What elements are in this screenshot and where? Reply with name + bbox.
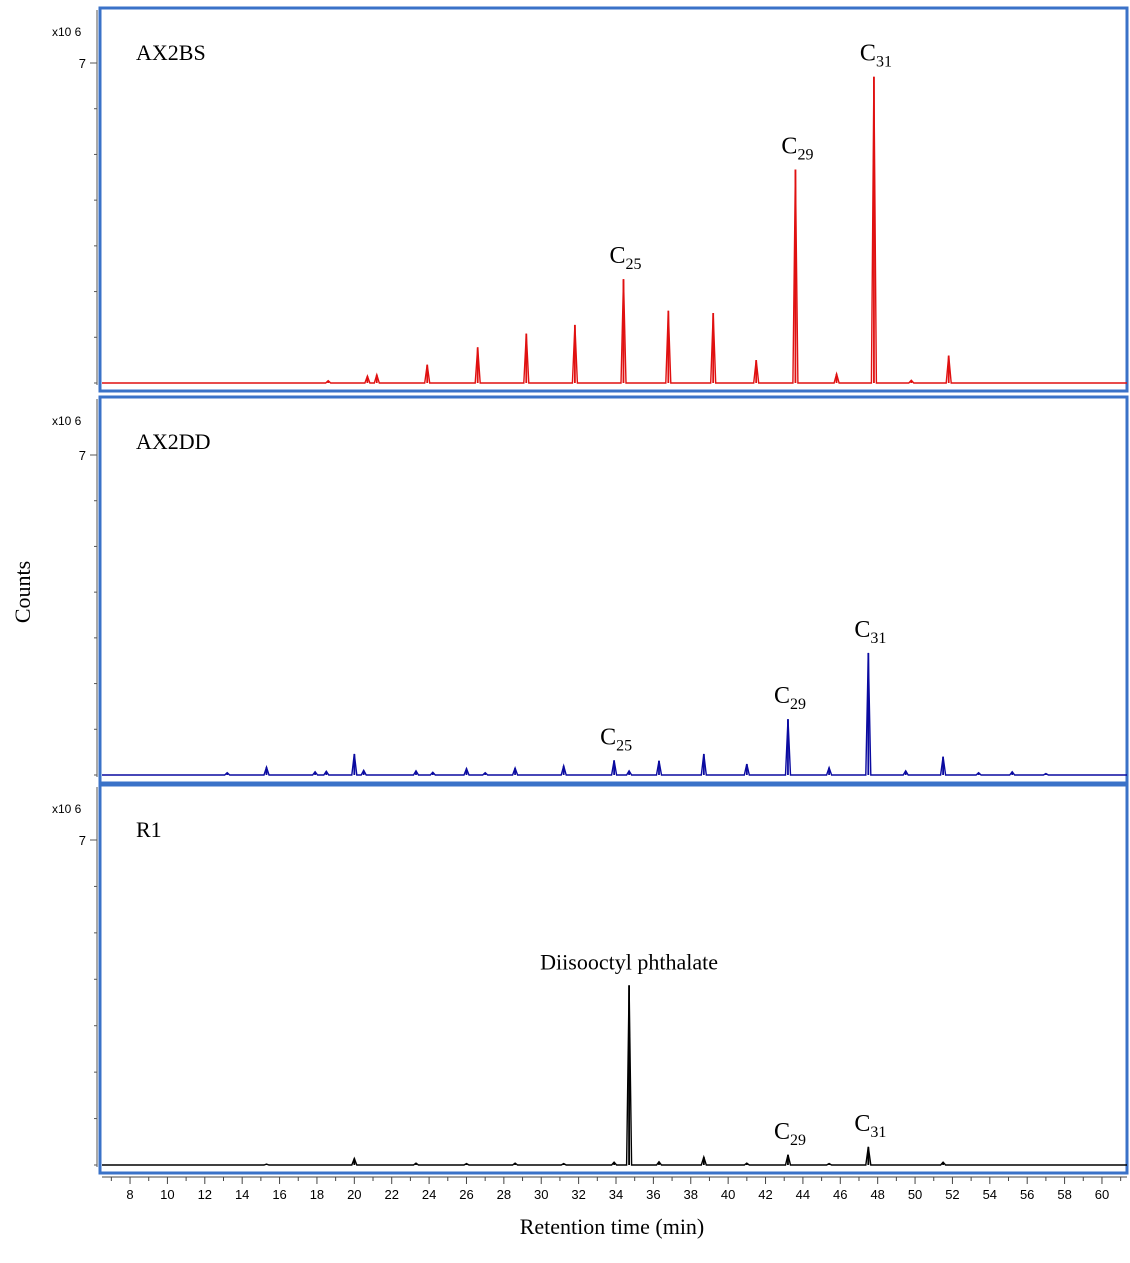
x-tick-label: 48 bbox=[870, 1187, 884, 1202]
x-tick-label: 32 bbox=[571, 1187, 585, 1202]
panel-r1: 7 x10 6 R1 Diisooctyl phthalate C29 C31 bbox=[52, 783, 1129, 1175]
x-tick-label: 28 bbox=[497, 1187, 511, 1202]
peak-annotation: C29 bbox=[781, 134, 813, 164]
x-tick-label: 24 bbox=[422, 1187, 436, 1202]
panel-title: AX2DD bbox=[136, 429, 211, 454]
y-tick-label: 7 bbox=[79, 56, 86, 71]
y-scale-label: x10 6 bbox=[52, 25, 82, 39]
y-tick-label: 7 bbox=[79, 448, 86, 463]
x-tick-label: 38 bbox=[684, 1187, 698, 1202]
x-tick-label: 54 bbox=[983, 1187, 997, 1202]
x-tick-label: 52 bbox=[945, 1187, 959, 1202]
x-tick-label: 56 bbox=[1020, 1187, 1034, 1202]
panel-title: R1 bbox=[136, 817, 162, 842]
peak-annotation: C31 bbox=[854, 1111, 886, 1141]
x-tick-label: 26 bbox=[459, 1187, 473, 1202]
y-scale-label: x10 6 bbox=[52, 414, 82, 428]
x-tick-label: 12 bbox=[198, 1187, 212, 1202]
y-tick-label: 7 bbox=[79, 833, 86, 848]
x-tick-label: 50 bbox=[908, 1187, 922, 1202]
peak-annotation: C25 bbox=[609, 243, 641, 273]
x-tick-label: 18 bbox=[310, 1187, 324, 1202]
panel-frame bbox=[98, 395, 1129, 785]
x-tick-label: 16 bbox=[272, 1187, 286, 1202]
x-tick-label: 40 bbox=[721, 1187, 735, 1202]
x-tick-label: 20 bbox=[347, 1187, 361, 1202]
x-tick-label: 58 bbox=[1057, 1187, 1071, 1202]
x-tick-label: 14 bbox=[235, 1187, 249, 1202]
y-axis-label: Counts bbox=[10, 561, 35, 623]
panel-frame bbox=[98, 783, 1129, 1175]
x-tick-label: 10 bbox=[160, 1187, 174, 1202]
x-tick-label: 22 bbox=[384, 1187, 398, 1202]
x-axis: 8 10 12 14 16 18 20 22 24 26 28 30 32 34 36 38 40 42 44 46 4… bbox=[102, 1176, 1127, 1202]
peak-annotation: C29 bbox=[774, 1119, 806, 1149]
x-tick-label: 42 bbox=[758, 1187, 772, 1202]
peak-annotation: C31 bbox=[854, 617, 886, 647]
x-tick-label: 34 bbox=[609, 1187, 623, 1202]
peak-annotation: C29 bbox=[774, 683, 806, 713]
panel-ax2bs: 7 x10 6 AX2BS C25 C29 C31 bbox=[52, 6, 1129, 393]
trace-ax2bs bbox=[102, 76, 1127, 384]
trace-ax2dd bbox=[102, 652, 1127, 776]
peak-annotation: C25 bbox=[600, 724, 632, 754]
x-tick-label: 36 bbox=[646, 1187, 660, 1202]
panel-title: AX2BS bbox=[136, 40, 206, 65]
x-tick-label: 8 bbox=[126, 1187, 133, 1202]
y-scale-label: x10 6 bbox=[52, 802, 82, 816]
peak-annotation: C31 bbox=[860, 41, 892, 71]
peak-annotation: Diisooctyl phthalate bbox=[540, 949, 718, 974]
panel-frame bbox=[98, 6, 1129, 393]
x-tick-label: 44 bbox=[796, 1187, 810, 1202]
panel-ax2dd: 7 x10 6 AX2DD C25 C29 C31 bbox=[52, 395, 1129, 785]
x-tick-label: 46 bbox=[833, 1187, 847, 1202]
x-tick-label: 60 bbox=[1095, 1187, 1109, 1202]
trace-r1 bbox=[102, 985, 1127, 1166]
x-axis-label: Retention time (min) bbox=[520, 1214, 705, 1239]
x-tick-label: 30 bbox=[534, 1187, 548, 1202]
